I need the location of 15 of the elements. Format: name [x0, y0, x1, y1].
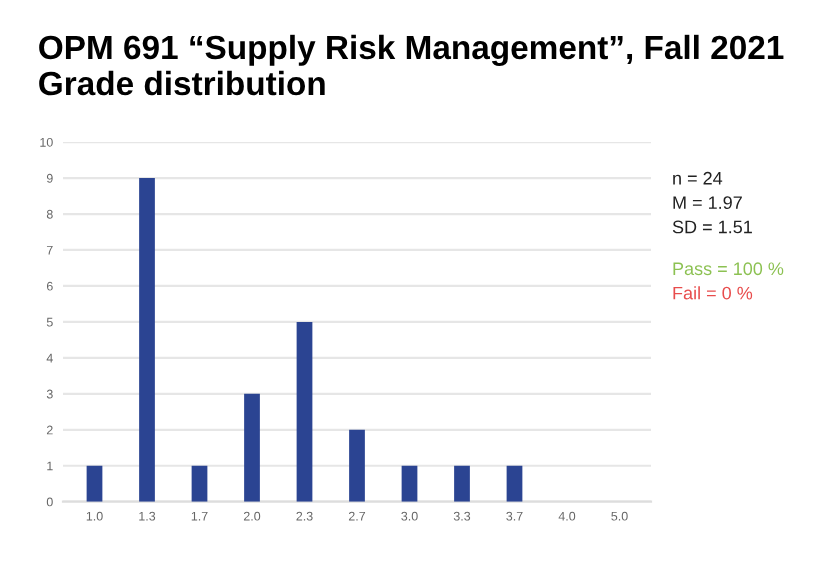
text: Pass = 100 % [673, 262, 784, 276]
bar [86, 465, 103, 502]
chart-title: OPM 691 “Supply Risk Management”, Fall 2021 Grade distribution [39, 34, 784, 96]
bar [296, 321, 313, 502]
bar [401, 465, 418, 502]
bar [506, 465, 523, 502]
bar [191, 465, 208, 502]
text: SD = 1.51 [672, 220, 752, 234]
text: Fail = 0 % [673, 286, 753, 300]
bar [139, 178, 155, 502]
text: n = 24 [673, 171, 723, 185]
bar [349, 429, 365, 502]
bar [244, 393, 260, 502]
bar [454, 465, 470, 502]
text: M = 1.97 [673, 196, 742, 210]
